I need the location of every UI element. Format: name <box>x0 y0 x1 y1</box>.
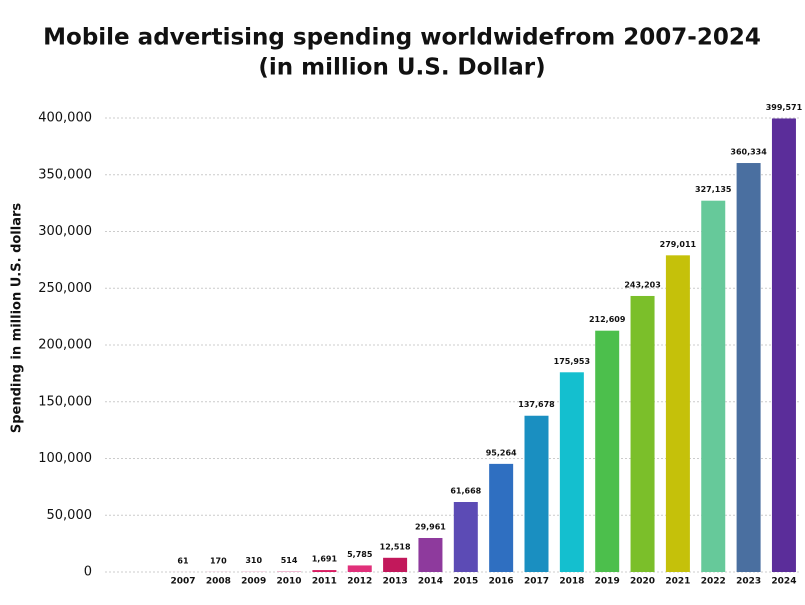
value-label: 1,691 <box>312 555 338 564</box>
bar <box>383 557 408 572</box>
bar <box>347 565 372 572</box>
y-tick-label: 0 <box>84 565 92 580</box>
x-tick-label: 2020 <box>630 577 655 587</box>
bar <box>524 415 549 572</box>
bar <box>559 372 584 572</box>
value-label: 279,011 <box>660 240 697 249</box>
x-tick-label: 2021 <box>665 577 690 587</box>
value-label: 360,334 <box>730 148 767 157</box>
y-tick-label: 250,000 <box>38 281 92 296</box>
x-tick-label: 2007 <box>170 577 195 587</box>
value-label: 170 <box>210 556 227 565</box>
x-tick-label: 2012 <box>347 577 372 587</box>
bar <box>701 200 726 572</box>
y-tick-label: 200,000 <box>38 338 92 353</box>
y-tick-label: 150,000 <box>38 394 92 409</box>
value-label: 61 <box>177 556 189 565</box>
value-label: 399,571 <box>766 103 803 112</box>
bar <box>277 571 302 572</box>
chart-subtitle: (in million U.S. Dollar) <box>258 55 545 81</box>
x-tick-label: 2022 <box>701 577 726 587</box>
value-label: 212,609 <box>589 315 626 324</box>
x-tick-label: 2017 <box>524 577 549 587</box>
x-tick-label: 2009 <box>241 577 266 587</box>
y-tick-label: 350,000 <box>38 167 92 182</box>
value-label: 137,678 <box>518 400 555 409</box>
y-tick-label: 100,000 <box>38 451 92 466</box>
bar <box>312 570 337 572</box>
value-label: 175,953 <box>554 357 590 366</box>
x-tick-label: 2010 <box>277 577 302 587</box>
x-tick-label: 2018 <box>559 577 584 587</box>
x-tick-label: 2024 <box>771 577 796 587</box>
bar <box>736 163 761 572</box>
x-tick-label: 2023 <box>736 577 761 587</box>
value-label: 327,135 <box>695 185 732 194</box>
bar <box>665 255 690 572</box>
bar <box>771 118 796 573</box>
x-tick-label: 2015 <box>453 577 478 587</box>
x-tick-label: 2014 <box>418 577 443 587</box>
bar <box>418 537 443 572</box>
value-label: 310 <box>245 556 262 565</box>
value-label: 12,518 <box>380 542 411 551</box>
x-tick-label: 2016 <box>489 577 514 587</box>
value-label: 61,668 <box>450 487 481 496</box>
bar <box>595 330 620 572</box>
x-tick-label: 2008 <box>206 577 231 587</box>
x-tick-label: 2013 <box>383 577 408 587</box>
value-label: 95,264 <box>486 448 517 457</box>
y-tick-label: 50,000 <box>47 508 93 523</box>
y-axis-label: Spending in million U.S. dollars <box>10 203 25 434</box>
y-tick-label: 300,000 <box>38 224 92 239</box>
value-label: 29,961 <box>415 522 446 531</box>
value-label: 514 <box>281 556 298 565</box>
value-label: 5,785 <box>347 550 373 559</box>
x-tick-label: 2019 <box>595 577 620 587</box>
value-label: 243,203 <box>624 280 660 289</box>
bar <box>489 463 514 572</box>
y-tick-label: 400,000 <box>38 111 92 126</box>
chart-title: Mobile advertising spending worldwidefro… <box>43 25 761 51</box>
bar <box>630 295 655 572</box>
x-tick-label: 2011 <box>312 577 337 587</box>
bar <box>453 502 478 572</box>
